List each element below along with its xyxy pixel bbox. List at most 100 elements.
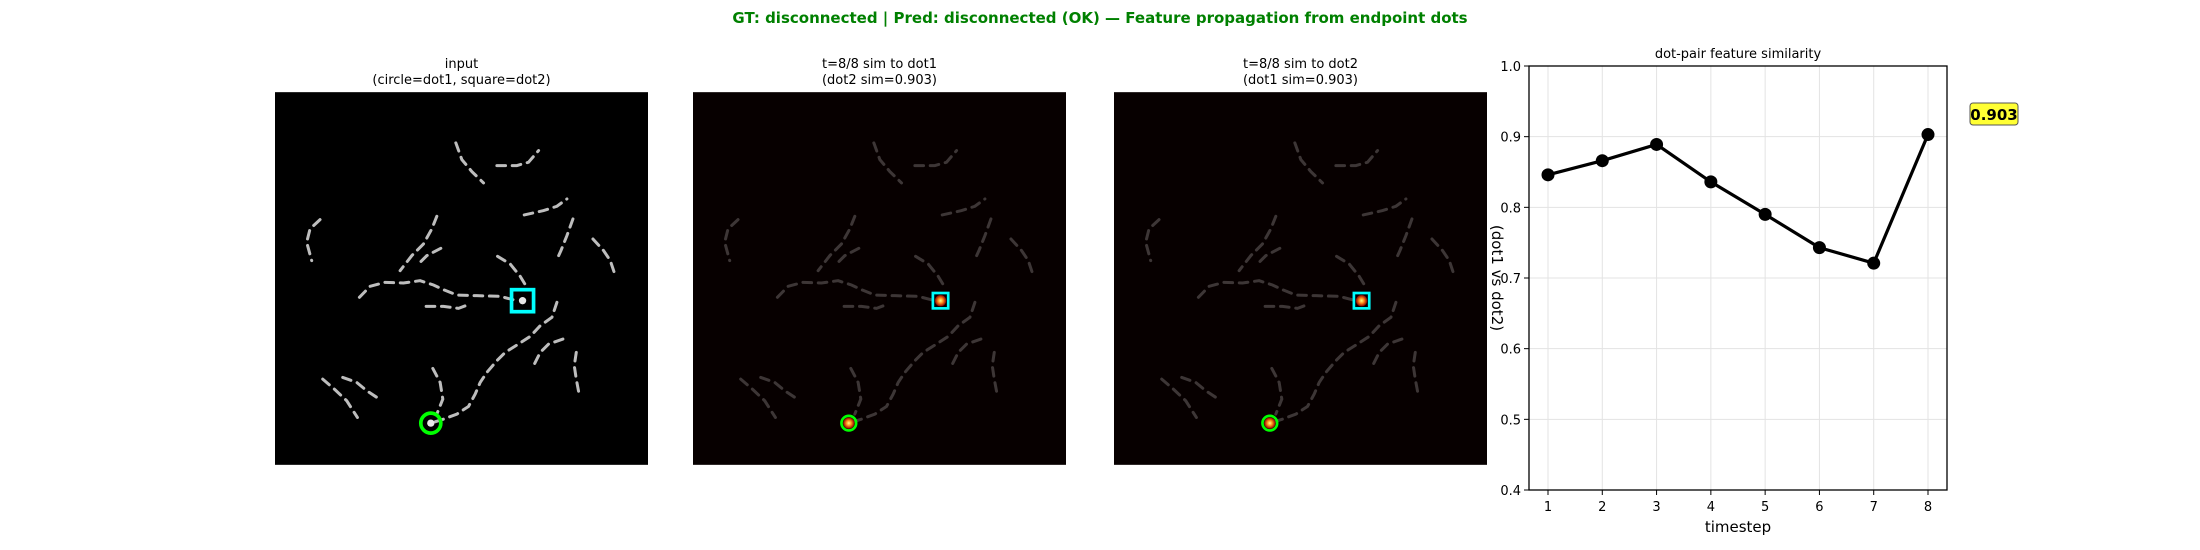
dashed-curve — [1335, 254, 1368, 289]
x-tick-label: 5 — [1761, 500, 1769, 515]
annotation-label: 0.903 — [1970, 106, 2017, 124]
x-tick-label: 7 — [1870, 500, 1878, 515]
data-point — [1595, 154, 1609, 168]
dashed-curve — [990, 350, 999, 397]
dashed-curve — [1268, 300, 1398, 425]
panel-title: t=8/8 sim to dot2 — [1243, 57, 1358, 72]
dashed-curve — [723, 218, 740, 263]
y-tick-label: 0.9 — [1500, 131, 1521, 146]
dashed-curve — [1430, 237, 1456, 278]
y-axis-label: (dot1 vs dot2) — [1488, 225, 1506, 331]
dot2-square-marker — [509, 287, 536, 314]
series-line — [1547, 133, 1930, 266]
y-tick-label: 0.7 — [1500, 272, 1521, 287]
dashed-curve — [759, 375, 798, 400]
panel-image — [275, 92, 648, 465]
y-tick-label: 0.6 — [1500, 343, 1521, 358]
dashed-curve — [1144, 218, 1161, 263]
feature-glow-dot — [934, 295, 947, 307]
dashed-curve — [424, 302, 472, 310]
data-point — [1758, 207, 1772, 221]
dashed-curve — [1254, 246, 1282, 268]
panel-subtitle: (dot1 sim=0.903) — [1243, 73, 1358, 88]
data-point — [1704, 175, 1718, 189]
x-tick-label: 4 — [1707, 500, 1715, 515]
dashed-curve — [321, 377, 359, 419]
dashed-curve — [1334, 149, 1380, 168]
dashed-curve — [341, 375, 380, 400]
image-panel-1: input(circle=dot1, square=dot2) — [275, 57, 648, 465]
feature-glow-dot — [843, 417, 855, 429]
data-point — [1812, 241, 1826, 255]
dashed-curve — [1009, 237, 1035, 278]
x-tick-label: 3 — [1652, 500, 1660, 515]
dashed-curve — [1263, 302, 1311, 310]
x-tick-label: 6 — [1815, 500, 1823, 515]
x-tick-label: 1 — [1544, 500, 1552, 515]
dashed-curve — [914, 254, 947, 289]
dashed-curve — [429, 300, 559, 425]
dashed-curve — [591, 237, 617, 278]
dashed-curve — [415, 246, 443, 268]
dashed-curve — [816, 214, 857, 273]
y-tick-label: 0.4 — [1500, 484, 1521, 499]
dashed-curve — [305, 218, 322, 263]
endpoint-dot — [518, 297, 527, 305]
endpoint-dot — [427, 419, 435, 427]
dashed-curve — [940, 197, 987, 217]
dashed-curve — [1361, 197, 1408, 217]
data-point — [1867, 256, 1881, 270]
dashed-curve — [1270, 366, 1284, 416]
panel-title: input — [445, 57, 478, 72]
dashed-curve — [913, 149, 959, 168]
dashed-curve — [454, 141, 486, 185]
y-tick-label: 1.0 — [1500, 60, 1521, 75]
dashed-curve — [496, 254, 529, 289]
x-tick-label: 2 — [1598, 500, 1606, 515]
dot1-circle-marker — [840, 414, 858, 432]
dashed-curve — [357, 279, 519, 303]
panel-image — [693, 92, 1066, 465]
dot2-square-marker — [931, 291, 950, 310]
data-point — [1921, 128, 1935, 142]
dashed-curve — [1411, 350, 1420, 397]
dot1-circle-marker — [1261, 414, 1279, 432]
dashed-curve — [1180, 375, 1219, 400]
similarity-chart: dot-pair feature similarity 1 2 3 4 5 6 7 8 0.4 0… — [1500, 47, 2019, 536]
panel-subtitle: (circle=dot1, square=dot2) — [372, 73, 550, 88]
x-tick-label: 8 — [1924, 500, 1932, 515]
figure-suptitle: GT: disconnected | Pred: disconnected (O… — [732, 9, 1467, 28]
feature-glow-dot — [1264, 417, 1276, 429]
dashed-curve — [1393, 217, 1414, 264]
y-tick-label: 0.8 — [1500, 201, 1521, 216]
dashed-curve — [522, 197, 569, 217]
dashed-curve — [1371, 337, 1404, 368]
panel-image — [1114, 92, 1487, 465]
dashed-curve — [398, 214, 439, 273]
dashed-curve — [775, 279, 937, 303]
dashed-curve — [495, 149, 541, 168]
dashed-curve — [1293, 141, 1325, 185]
dashed-curve — [739, 377, 777, 419]
dashed-curve — [1160, 377, 1198, 419]
dashed-curve — [1196, 279, 1358, 303]
image-panel-2: t=8/8 sim to dot1(dot2 sim=0.903) — [693, 57, 1066, 465]
dashed-curve — [572, 350, 581, 397]
dashed-curve — [554, 217, 575, 264]
dashed-curve — [842, 302, 890, 310]
dashed-curve — [849, 366, 863, 416]
dashed-curve — [431, 366, 445, 416]
feature-glow-dot — [1355, 295, 1368, 307]
panel-title: t=8/8 sim to dot1 — [822, 57, 937, 72]
data-point — [1541, 168, 1555, 182]
data-point — [1650, 137, 1664, 151]
y-tick-label: 0.5 — [1500, 413, 1521, 428]
x-axis-label: timestep — [1705, 518, 1771, 536]
image-panel-3: t=8/8 sim to dot2(dot1 sim=0.903) — [1114, 57, 1487, 465]
dashed-curve — [872, 141, 904, 185]
dashed-curve — [950, 337, 983, 368]
dashed-curve — [833, 246, 861, 268]
dashed-curve — [1237, 214, 1278, 273]
dashed-curve — [972, 217, 993, 264]
